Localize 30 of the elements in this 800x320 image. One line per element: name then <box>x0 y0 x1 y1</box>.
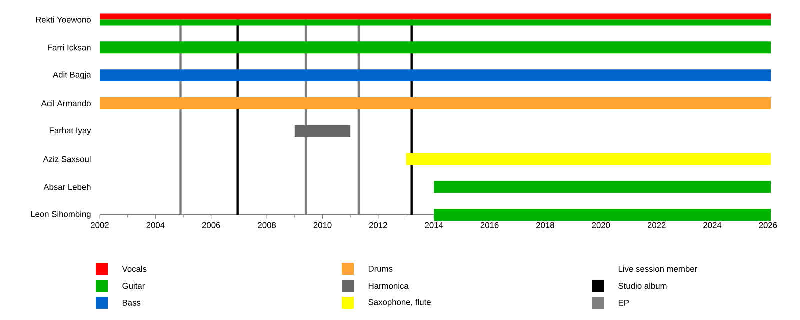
x-tick-label: 2010 <box>314 222 332 228</box>
x-tick-label: 2006 <box>202 222 220 228</box>
legend-label: EP <box>618 300 630 306</box>
x-tick-label: 2012 <box>370 222 388 228</box>
y-tick-label: Absar Lebeh <box>44 184 91 190</box>
y-tick-label: Farhat Iyay <box>50 127 92 136</box>
legend-label: Bass <box>122 300 141 306</box>
legend-label: Guitar <box>122 282 146 290</box>
y-tick-label: Rekti Yoewono <box>36 16 91 23</box>
legend-label: Harmonica <box>368 282 409 290</box>
legend-label: Drums <box>368 266 393 272</box>
x-tick-label: 2008 <box>258 222 276 228</box>
x-tick-label: 2018 <box>536 222 554 228</box>
y-tick-label: Farri Icksan <box>48 44 91 51</box>
y-tick-label: Acil Armando <box>41 100 91 107</box>
x-tick-label: 2002 <box>91 222 109 228</box>
legend-label: Studio album <box>618 282 667 290</box>
x-tick-label: 2020 <box>592 222 610 228</box>
x-tick-label: 2004 <box>146 222 165 228</box>
legend-label: Vocals <box>122 266 147 272</box>
x-tick-label: 2014 <box>425 222 444 228</box>
x-tick-label: 2024 <box>704 222 722 228</box>
y-tick-label: Leon Sihombing <box>31 211 91 219</box>
x-tick-label: 2026 <box>759 222 778 228</box>
y-tick-label: Adit Bagja <box>53 72 92 80</box>
y-tick-label: Aziz Saxsoul <box>43 156 91 162</box>
x-tick-label: 2016 <box>480 222 499 228</box>
legend-label: Saxophone, flute <box>368 299 431 307</box>
x-tick-label: 2022 <box>648 222 666 228</box>
text: Live session member <box>618 266 698 272</box>
